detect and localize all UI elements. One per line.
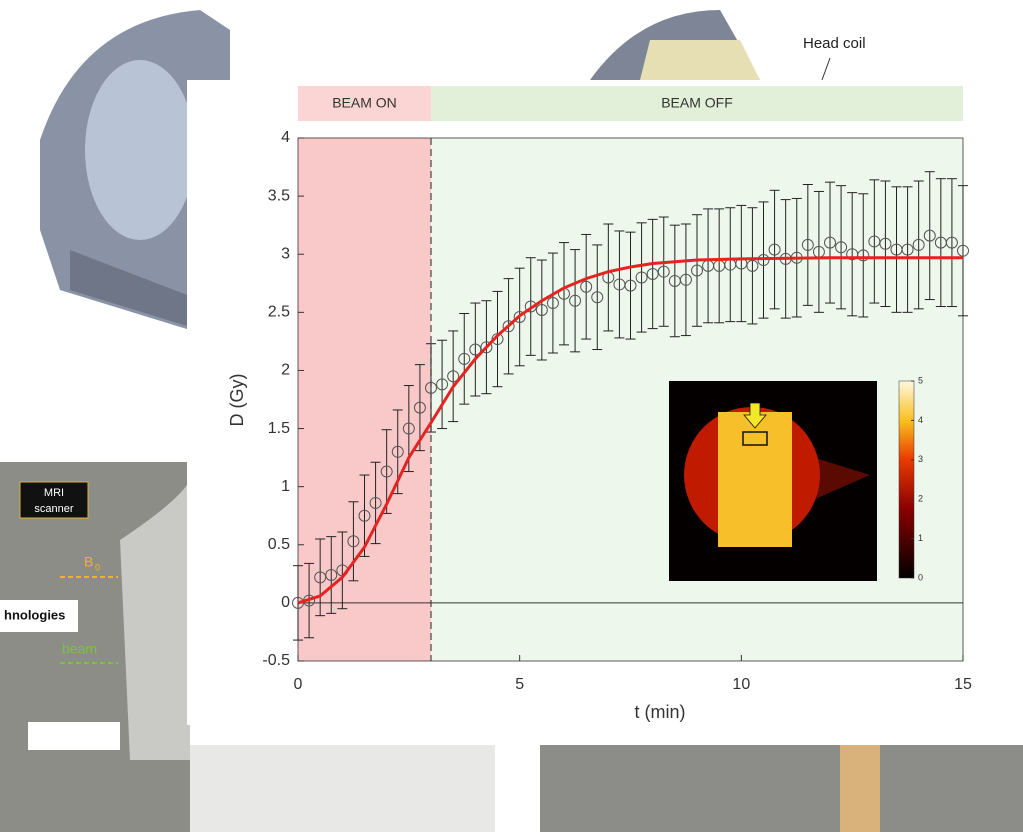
photo-right (540, 745, 1023, 832)
head-coil-label: Head coil (803, 35, 866, 52)
x-tick-label: 15 (954, 676, 972, 693)
x-axis-label: t (min) (635, 702, 686, 722)
warning-sign (28, 722, 120, 750)
y-tick-label: 0.5 (268, 536, 290, 553)
photo-table (190, 745, 495, 832)
mri-label: scanner (34, 503, 73, 515)
y-tick-label: 1 (281, 478, 290, 495)
inset (669, 381, 877, 581)
page: Head coil MRI scanner B 0 beam hnologies… (0, 0, 1023, 832)
y-tick-label: 2 (281, 362, 290, 379)
mri-label: MRI (44, 487, 64, 499)
y-tick-label: 0 (281, 594, 290, 611)
region-label: BEAM ON (332, 95, 397, 111)
cad-bore (85, 60, 195, 240)
colorbar-tick-label: 5 (918, 375, 923, 385)
x-tick-label: 10 (732, 676, 750, 693)
b0-subscript: 0 (95, 562, 100, 572)
colorbar-tick-label: 1 (918, 533, 923, 543)
company-label: hnologies (4, 607, 65, 622)
colorbar-tick-label: 2 (918, 494, 923, 504)
colorbar-tick-label: 4 (918, 415, 923, 425)
cad-coil (640, 40, 760, 80)
y-tick-label: 3 (281, 245, 290, 262)
b0-label: B (84, 554, 93, 570)
y-tick-label: -0.5 (262, 652, 290, 669)
beam-label: beam (62, 641, 97, 657)
photo-stand (840, 745, 880, 832)
colorbar-tick-label: 3 (918, 454, 923, 464)
y-tick-label: 2.5 (268, 304, 290, 321)
y-tick-label: 4 (281, 129, 290, 146)
y-tick-label: 1.5 (268, 420, 290, 437)
y-axis-label: D (Gy) (227, 374, 247, 427)
colorbar (899, 381, 914, 578)
x-tick-label: 0 (294, 676, 303, 693)
x-tick-label: 5 (515, 676, 524, 693)
y-tick-label: 3.5 (268, 187, 290, 204)
region-label: BEAM OFF (661, 95, 733, 111)
colorbar-tick-label: 0 (918, 572, 923, 582)
